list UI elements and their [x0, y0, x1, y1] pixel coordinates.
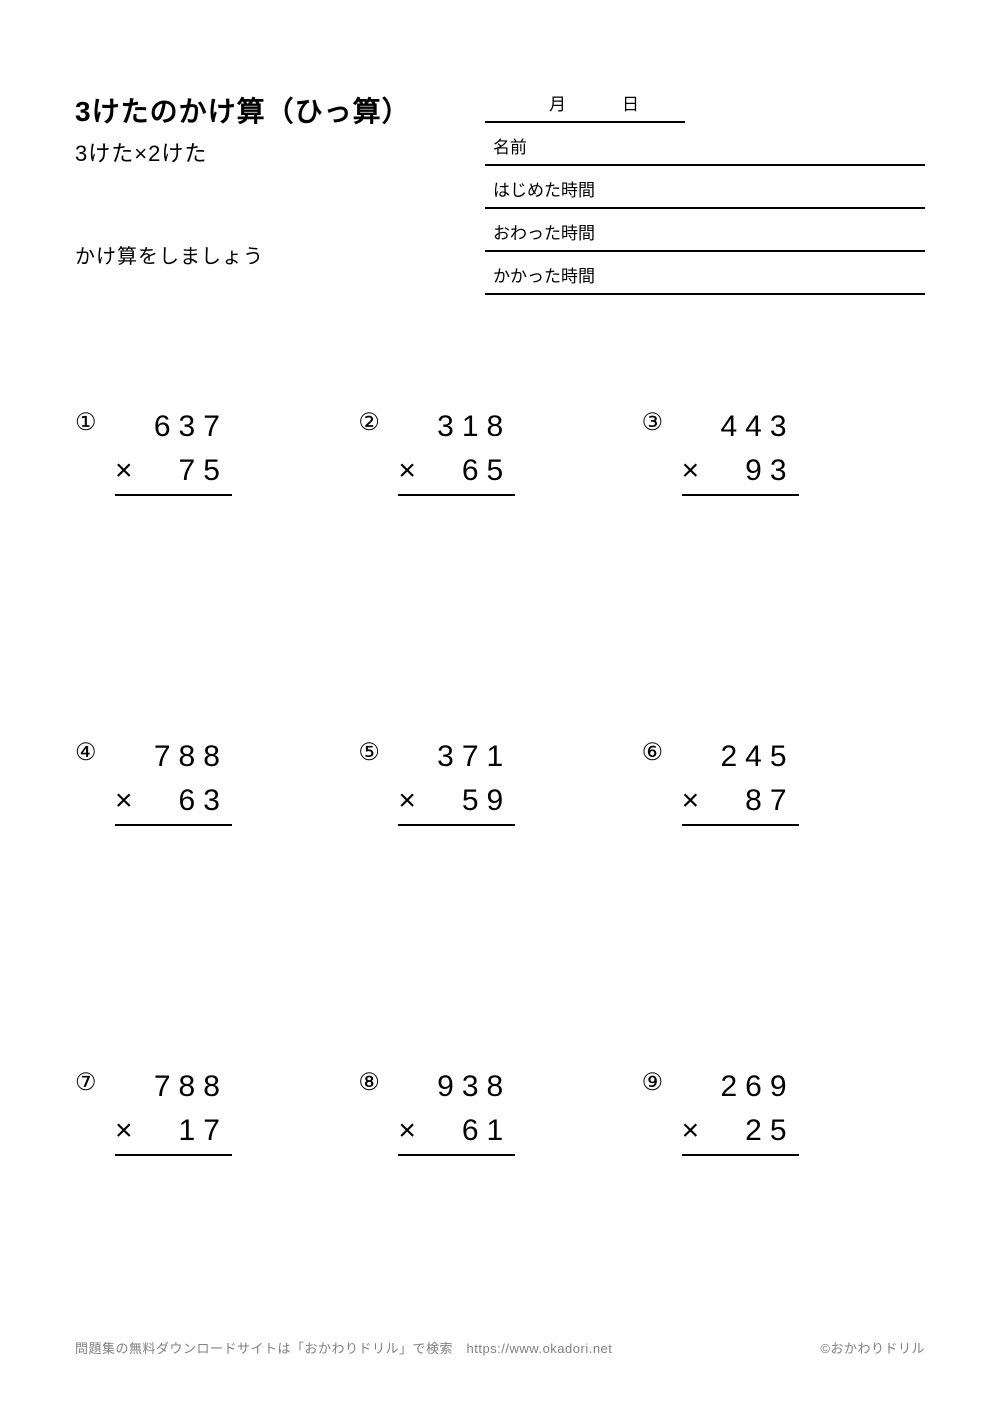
times-icon: ×: [115, 784, 141, 817]
multiplication-problem: 788 × 17: [115, 1065, 232, 1156]
footer-right: ©おかわりドリル: [820, 1338, 925, 1357]
multiplier: 63: [141, 784, 228, 817]
footer-left: 問題集の無料ダウンロードサイトは「おかわりドリル」で検索 https://www…: [75, 1338, 612, 1357]
times-icon: ×: [682, 1114, 708, 1147]
problem-number: ⑧: [358, 1065, 398, 1101]
problem-number: ⑥: [642, 735, 682, 771]
problem-cell: ① 637 × 75: [75, 405, 358, 735]
end-time-label: おわった時間: [493, 219, 603, 244]
multiplier: 87: [707, 784, 794, 817]
multiplier: 93: [707, 454, 794, 487]
times-icon: ×: [398, 1114, 424, 1147]
multiplier: 65: [424, 454, 511, 487]
times-icon: ×: [682, 454, 708, 487]
month-label: 月: [549, 90, 566, 115]
problems-grid: ① 637 × 75 ② 318 × 65 ③ 443 × 93 ④ 788: [75, 405, 925, 1395]
worksheet-title: 3けたのかけ算（ひっ算）: [75, 90, 411, 130]
multiplicand: 938: [437, 1070, 511, 1103]
multiplier: 75: [141, 454, 228, 487]
start-time-label: はじめた時間: [493, 176, 603, 201]
times-icon: ×: [398, 784, 424, 817]
problem-cell: ⑥ 245 × 87: [642, 735, 925, 1065]
multiplicand: 318: [437, 410, 511, 443]
multiplier: 25: [707, 1114, 794, 1147]
times-icon: ×: [398, 454, 424, 487]
multiplication-problem: 788 × 63: [115, 735, 232, 826]
problem-number: ①: [75, 405, 115, 441]
multiplicand: 371: [437, 740, 511, 773]
problem-number: ④: [75, 735, 115, 771]
problem-number: ⑨: [642, 1065, 682, 1101]
multiplicand: 788: [154, 740, 228, 773]
multiplication-problem: 443 × 93: [682, 405, 799, 496]
multiplication-problem: 318 × 65: [398, 405, 515, 496]
multiplier: 59: [424, 784, 511, 817]
multiplicand: 245: [721, 740, 795, 773]
worksheet-subtitle: 3けた×2けた: [75, 136, 411, 168]
multiplicand: 443: [721, 410, 795, 443]
multiplication-problem: 938 × 61: [398, 1065, 515, 1156]
end-time-field[interactable]: おわった時間: [485, 209, 925, 252]
problem-number: ②: [358, 405, 398, 441]
problem-cell: ③ 443 × 93: [642, 405, 925, 735]
problem-number: ⑦: [75, 1065, 115, 1101]
multiplication-problem: 269 × 25: [682, 1065, 799, 1156]
name-label: 名前: [493, 133, 603, 158]
name-field[interactable]: 名前: [485, 123, 925, 166]
instruction-text: かけ算をしましょう: [75, 240, 411, 269]
day-label: 日: [622, 90, 639, 115]
times-icon: ×: [682, 784, 708, 817]
multiplication-problem: 371 × 59: [398, 735, 515, 826]
elapsed-time-label: かかった時間: [493, 262, 603, 287]
problem-cell: ④ 788 × 63: [75, 735, 358, 1065]
problem-number: ③: [642, 405, 682, 441]
multiplicand: 637: [154, 410, 228, 443]
multiplication-problem: 245 × 87: [682, 735, 799, 826]
times-icon: ×: [115, 454, 141, 487]
times-icon: ×: [115, 1114, 141, 1147]
start-time-field[interactable]: はじめた時間: [485, 166, 925, 209]
multiplier: 61: [424, 1114, 511, 1147]
multiplicand: 788: [154, 1070, 228, 1103]
multiplicand: 269: [721, 1070, 795, 1103]
problem-number: ⑤: [358, 735, 398, 771]
elapsed-time-field[interactable]: かかった時間: [485, 252, 925, 295]
problem-cell: ② 318 × 65: [358, 405, 641, 735]
date-field[interactable]: 月 日: [485, 90, 685, 123]
problem-cell: ⑤ 371 × 59: [358, 735, 641, 1065]
multiplication-problem: 637 × 75: [115, 405, 232, 496]
multiplier: 17: [141, 1114, 228, 1147]
